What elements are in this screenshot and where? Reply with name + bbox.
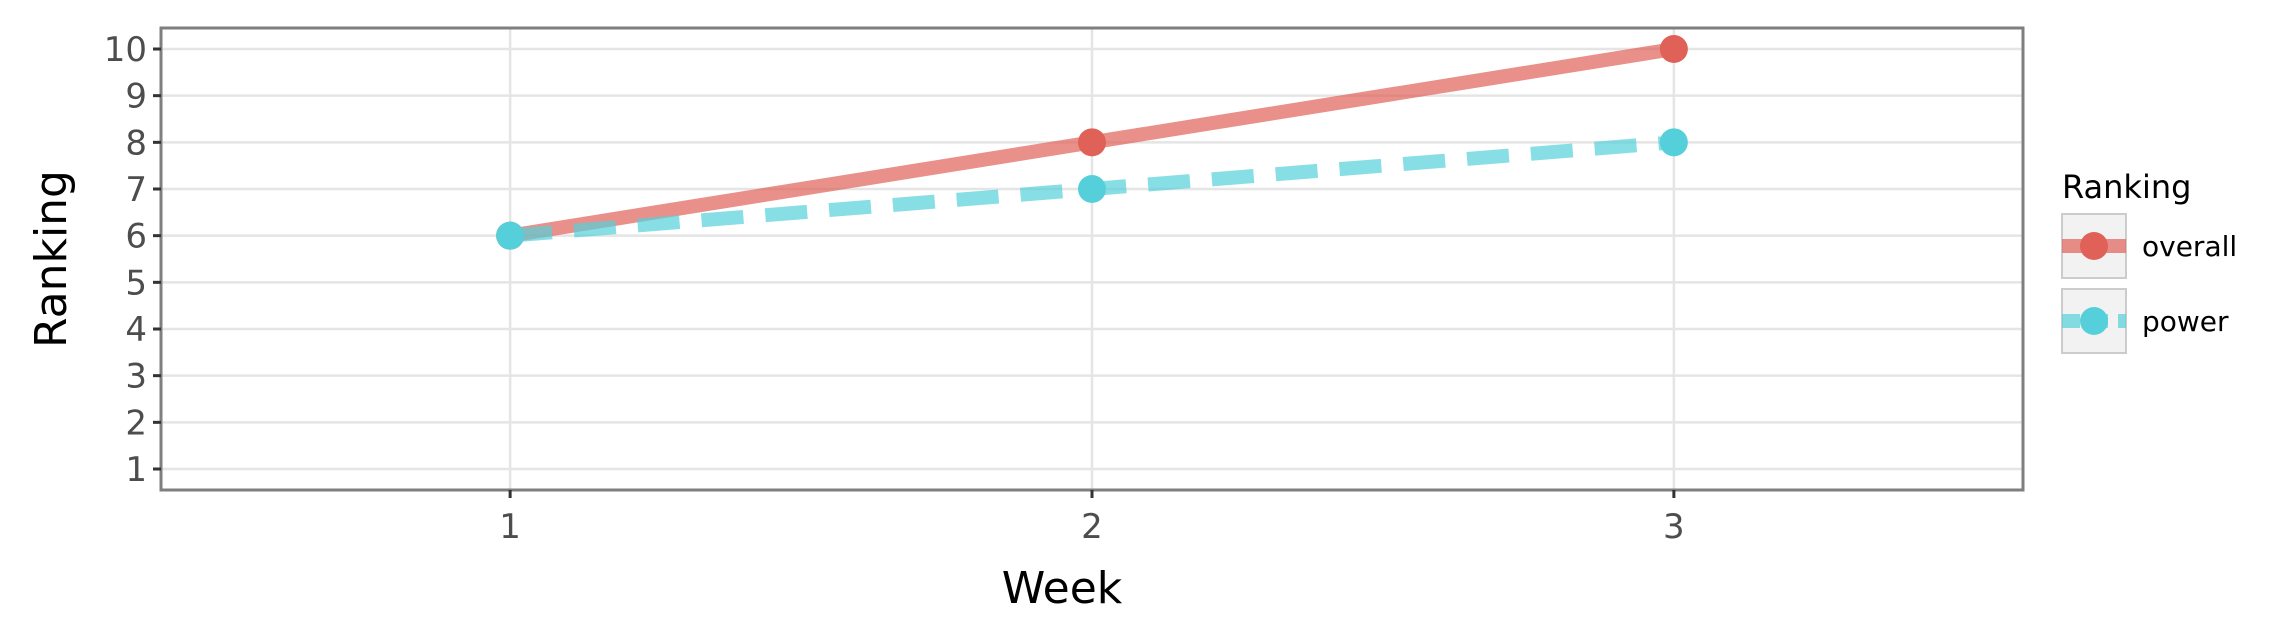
series-point-power [1659, 128, 1688, 157]
series-point-overall [1078, 128, 1106, 157]
y-axis-title: Ranking [26, 170, 77, 348]
legend-label-power: power [2142, 305, 2229, 338]
x-tick-label: 3 [1663, 507, 1685, 547]
series-point-overall [1659, 35, 1688, 63]
x-tick-label: 1 [499, 507, 521, 547]
axes: 1 2 3 4 5 6 7 8 9 10 1 2 3 [104, 30, 1685, 547]
series-layer [496, 35, 1688, 250]
legend: Ranking overall power [2061, 168, 2237, 354]
y-tick-label: 2 [125, 403, 147, 443]
y-tick-label: 7 [125, 170, 147, 210]
y-tick-label: 6 [125, 217, 147, 257]
y-tick-label: 1 [125, 450, 147, 490]
x-axis-title: Week [1002, 563, 1123, 614]
y-tick-label: 8 [125, 123, 147, 163]
y-tick-label: 9 [125, 77, 147, 117]
y-tick-label: 4 [125, 310, 147, 350]
legend-key-point-overall [2080, 232, 2108, 260]
y-tick-label: 10 [104, 30, 147, 70]
series-point-power [496, 221, 525, 250]
y-tick-label: 3 [125, 357, 147, 397]
legend-key-point-power [2080, 307, 2108, 335]
y-tick-label: 5 [125, 263, 147, 303]
x-tick-label: 2 [1081, 507, 1103, 547]
grid-lines [161, 28, 2023, 490]
legend-title: Ranking [2062, 168, 2191, 206]
series-point-power [1078, 175, 1106, 203]
legend-label-overall: overall [2142, 230, 2237, 263]
